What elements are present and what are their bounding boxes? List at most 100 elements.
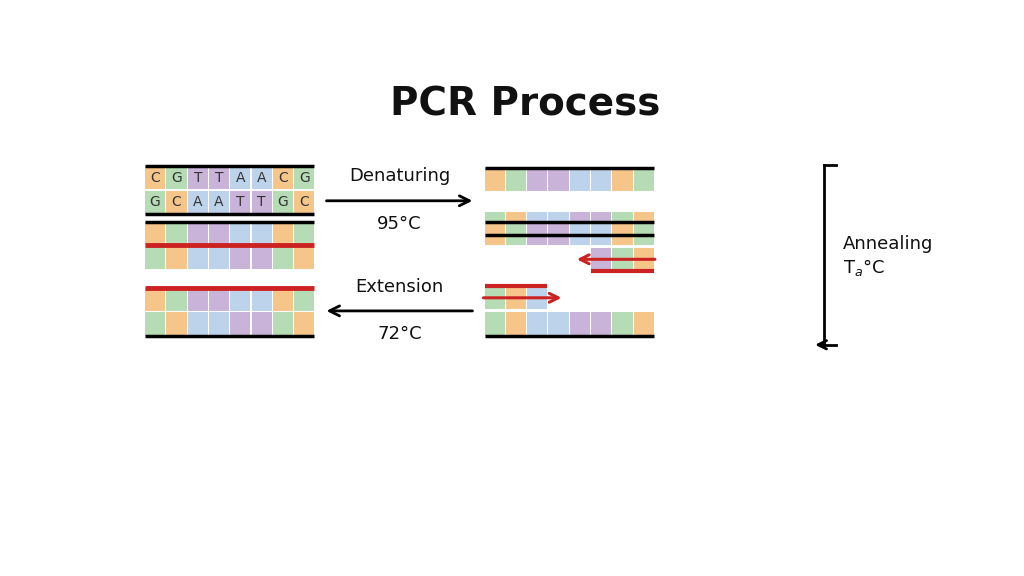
Bar xyxy=(549,213,568,236)
Bar xyxy=(549,222,568,245)
Bar xyxy=(634,222,654,245)
Bar xyxy=(294,288,314,311)
Bar xyxy=(591,213,611,236)
Text: T: T xyxy=(237,195,245,209)
Text: T: T xyxy=(194,170,202,185)
Bar xyxy=(591,248,611,271)
Bar xyxy=(484,286,505,309)
Bar xyxy=(591,168,611,191)
Bar xyxy=(252,288,271,311)
Bar xyxy=(634,213,654,236)
Bar xyxy=(187,166,208,190)
Bar xyxy=(230,246,251,270)
Bar xyxy=(527,312,547,336)
Bar xyxy=(612,213,633,236)
Bar xyxy=(549,312,568,336)
Text: A: A xyxy=(214,195,224,209)
Bar xyxy=(612,248,633,271)
Text: G: G xyxy=(171,170,182,185)
Bar xyxy=(209,312,229,336)
Text: Annealing: Annealing xyxy=(844,235,934,253)
Bar xyxy=(273,246,293,270)
Bar xyxy=(527,168,547,191)
Bar xyxy=(230,222,251,245)
Bar xyxy=(252,312,271,336)
Text: C: C xyxy=(172,195,181,209)
Bar xyxy=(230,191,251,214)
Text: C: C xyxy=(279,170,288,185)
Bar xyxy=(273,312,293,336)
Bar xyxy=(145,191,165,214)
Bar xyxy=(230,166,251,190)
Bar xyxy=(484,168,505,191)
Bar xyxy=(166,166,186,190)
Text: PCR Process: PCR Process xyxy=(389,85,660,123)
Bar xyxy=(506,286,526,309)
Bar xyxy=(484,312,505,336)
Bar xyxy=(273,288,293,311)
Bar xyxy=(145,246,165,270)
Bar xyxy=(294,166,314,190)
Bar xyxy=(273,166,293,190)
Bar xyxy=(273,222,293,245)
Bar xyxy=(294,246,314,270)
Bar xyxy=(612,222,633,245)
Bar xyxy=(252,246,271,270)
Bar xyxy=(187,246,208,270)
Bar xyxy=(506,312,526,336)
Bar xyxy=(506,222,526,245)
Bar xyxy=(187,191,208,214)
Bar xyxy=(634,248,654,271)
Text: T$_a$°C: T$_a$°C xyxy=(844,256,886,278)
Bar xyxy=(549,168,568,191)
Bar xyxy=(252,166,271,190)
Text: 95°C: 95°C xyxy=(377,215,422,233)
Bar xyxy=(634,312,654,336)
Bar xyxy=(209,166,229,190)
Text: Extension: Extension xyxy=(355,278,443,295)
Bar xyxy=(166,222,186,245)
Bar xyxy=(506,213,526,236)
Bar xyxy=(187,312,208,336)
Bar xyxy=(591,312,611,336)
Text: Denaturing: Denaturing xyxy=(349,168,451,185)
Bar xyxy=(569,312,590,336)
Bar xyxy=(294,222,314,245)
Bar xyxy=(187,222,208,245)
Bar xyxy=(145,312,165,336)
Bar xyxy=(484,222,505,245)
Text: C: C xyxy=(151,170,160,185)
Text: C: C xyxy=(299,195,309,209)
Text: T: T xyxy=(257,195,266,209)
Text: A: A xyxy=(193,195,203,209)
Bar xyxy=(145,222,165,245)
Bar xyxy=(612,312,633,336)
Bar xyxy=(569,213,590,236)
Bar xyxy=(209,288,229,311)
Bar xyxy=(569,222,590,245)
Bar xyxy=(230,312,251,336)
Bar xyxy=(209,191,229,214)
Text: G: G xyxy=(278,195,289,209)
Bar xyxy=(166,246,186,270)
Bar xyxy=(166,288,186,311)
Bar xyxy=(527,222,547,245)
Text: G: G xyxy=(299,170,309,185)
Bar xyxy=(252,222,271,245)
Text: A: A xyxy=(236,170,245,185)
Bar xyxy=(187,288,208,311)
Bar xyxy=(209,246,229,270)
Bar xyxy=(569,168,590,191)
Bar xyxy=(612,168,633,191)
Bar xyxy=(527,213,547,236)
Text: T: T xyxy=(215,170,223,185)
Text: 72°C: 72°C xyxy=(377,325,422,343)
Bar xyxy=(145,166,165,190)
Bar xyxy=(506,168,526,191)
Bar xyxy=(166,312,186,336)
Bar xyxy=(294,191,314,214)
Bar xyxy=(145,288,165,311)
Bar xyxy=(527,286,547,309)
Bar xyxy=(273,191,293,214)
Bar xyxy=(230,288,251,311)
